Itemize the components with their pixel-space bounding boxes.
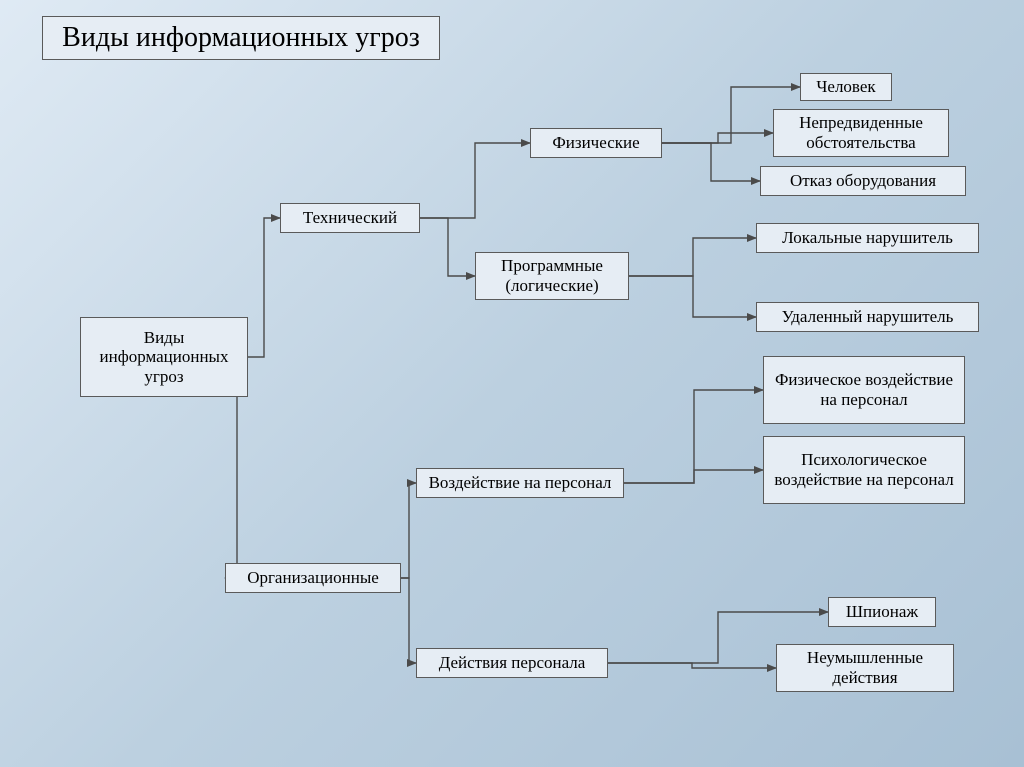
edge-technical-physical (420, 143, 530, 218)
edge-root-technical (248, 218, 280, 357)
node-organizational: Организационные (225, 563, 401, 593)
edge-personnel_act-unintentional (608, 663, 776, 668)
node-technical: Технический (280, 203, 420, 233)
node-software: Программные (логические) (475, 252, 629, 300)
node-physical: Физические (530, 128, 662, 158)
edge-technical-software (420, 218, 475, 276)
node-unintentional: Неумышленные действия (776, 644, 954, 692)
node-personnel_act: Действия персонала (416, 648, 608, 678)
edge-organizational-personnel_impact (401, 483, 416, 578)
edge-personnel_impact-phys_impact (624, 390, 763, 483)
node-phys_impact: Физическое воздействие на персонал (763, 356, 965, 424)
edge-physical-failure (662, 143, 760, 181)
node-root: Виды информационных угроз (80, 317, 248, 397)
node-human: Человек (800, 73, 892, 101)
node-title: Виды информационных угроз (42, 16, 440, 60)
node-unforeseen: Непредвиденные обстоятельства (773, 109, 949, 157)
edge-physical-unforeseen (662, 133, 773, 143)
edge-organizational-personnel_act (401, 578, 416, 663)
edge-software-local_intruder (629, 238, 756, 276)
node-remote_intruder: Удаленный нарушитель (756, 302, 979, 332)
node-personnel_impact: Воздействие на персонал (416, 468, 624, 498)
node-local_intruder: Локальные нарушитель (756, 223, 979, 253)
edge-software-remote_intruder (629, 276, 756, 317)
node-psych_impact: Психологическое воздействие на персонал (763, 436, 965, 504)
node-failure: Отказ оборудования (760, 166, 966, 196)
edge-personnel_impact-psych_impact (624, 470, 763, 483)
node-espionage: Шпионаж (828, 597, 936, 627)
